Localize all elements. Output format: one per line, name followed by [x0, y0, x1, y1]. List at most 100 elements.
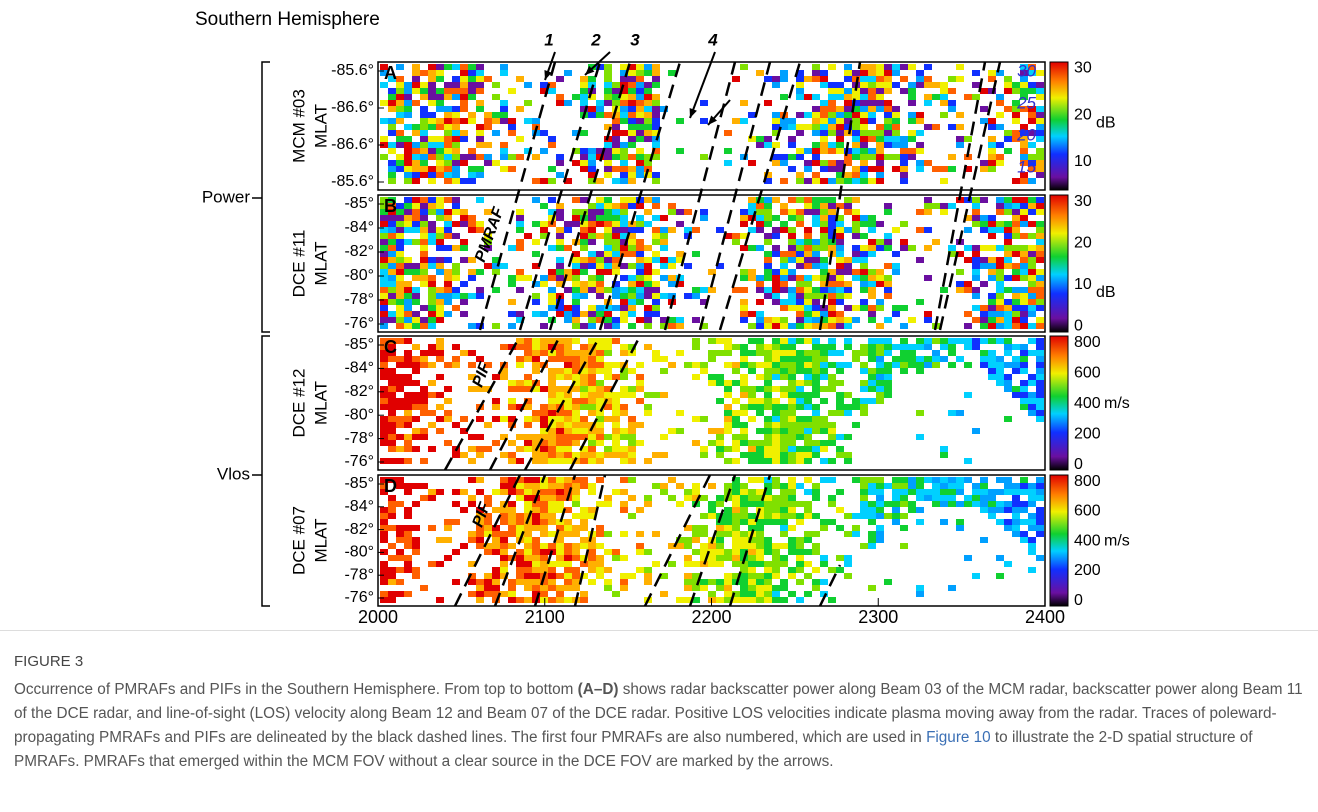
radar-pixel: [1004, 386, 1012, 392]
radar-pixel: [548, 416, 556, 422]
radar-pixel: [932, 483, 940, 489]
radar-pixel: [1036, 350, 1044, 356]
radar-pixel: [636, 543, 644, 549]
radar-pixel: [1036, 356, 1044, 362]
radar-pixel: [644, 88, 652, 94]
radar-pixel: [940, 94, 948, 100]
radar-pixel: [988, 166, 996, 172]
radar-pixel: [628, 422, 636, 428]
radar-pixel: [532, 477, 540, 483]
figure-link[interactable]: Figure 10: [926, 729, 991, 746]
radar-pixel: [812, 148, 820, 154]
radar-pixel: [548, 440, 556, 446]
radar-pixel: [588, 323, 596, 329]
radar-pixel: [612, 549, 620, 555]
radar-pixel: [1004, 338, 1012, 344]
radar-pixel: [588, 305, 596, 311]
radar-pixel: [1012, 263, 1020, 269]
radar-pixel: [420, 428, 428, 434]
radar-image: [380, 338, 1044, 464]
radar-pixel: [788, 374, 796, 380]
radar-pixel: [772, 458, 780, 464]
radar-pixel: [628, 344, 636, 350]
radar-pixel: [796, 299, 804, 305]
radar-pixel: [412, 197, 420, 203]
radar-pixel: [860, 82, 868, 88]
radar-pixel: [812, 410, 820, 416]
radar-pixel: [812, 263, 820, 269]
radar-pixel: [1020, 64, 1028, 70]
radar-pixel: [636, 440, 644, 446]
radar-pixel: [532, 452, 540, 458]
radar-pixel: [388, 567, 396, 573]
radar-pixel: [716, 579, 724, 585]
radar-pixel: [452, 106, 460, 112]
radar-pixel: [620, 452, 628, 458]
radar-pixel: [588, 507, 596, 513]
radar-pixel: [620, 130, 628, 136]
radar-pixel: [796, 148, 804, 154]
radar-pixel: [652, 124, 660, 130]
radar-pixel: [596, 293, 604, 299]
radar-pixel: [564, 579, 572, 585]
radar-pixel: [732, 398, 740, 404]
radar-pixel: [404, 94, 412, 100]
trace-line: [643, 474, 712, 607]
radar-pixel: [812, 392, 820, 398]
radar-pixel: [964, 166, 972, 172]
radar-pixel: [772, 543, 780, 549]
radar-pixel: [684, 362, 692, 368]
radar-pixel: [916, 356, 924, 362]
radar-pixel: [1020, 398, 1028, 404]
radar-pixel: [812, 386, 820, 392]
radar-pixel: [388, 513, 396, 519]
radar-pixel: [988, 489, 996, 495]
radar-pixel: [612, 392, 620, 398]
radar-pixel: [820, 281, 828, 287]
radar-pixel: [780, 585, 788, 591]
radar-pixel: [428, 422, 436, 428]
radar-pixel: [748, 446, 756, 452]
radar-pixel: [596, 350, 604, 356]
radar-pixel: [764, 197, 772, 203]
radar-pixel: [812, 350, 820, 356]
radar-pixel: [628, 275, 636, 281]
radar-pixel: [908, 148, 916, 154]
radar-pixel: [892, 70, 900, 76]
radar-pixel: [836, 142, 844, 148]
trace-line: [488, 335, 562, 471]
radar-pixel: [796, 404, 804, 410]
radar-pixel: [628, 106, 636, 112]
radar-pixel: [516, 76, 524, 82]
radar-pixel: [820, 350, 828, 356]
radar-pixel: [748, 519, 756, 525]
radar-pixel: [876, 362, 884, 368]
colorbar-tick-label: 20: [1074, 235, 1092, 252]
radar-pixel: [836, 112, 844, 118]
radar-pixel: [700, 549, 708, 555]
radar-pixel: [444, 287, 452, 293]
radar-pixel: [652, 130, 660, 136]
colorbar: [1049, 61, 1069, 191]
radar-pixel: [948, 344, 956, 350]
radar-pixel: [740, 392, 748, 398]
radar-pixel: [756, 209, 764, 215]
radar-pixel: [1028, 64, 1036, 70]
radar-pixel: [956, 136, 964, 142]
radar-pixel: [948, 501, 956, 507]
radar-pixel: [1028, 209, 1036, 215]
radar-pixel: [636, 221, 644, 227]
radar-pixel: [732, 477, 740, 483]
radar-pixel: [1028, 221, 1036, 227]
radar-pixel: [420, 94, 428, 100]
radar-pixel: [732, 519, 740, 525]
radar-pixel: [428, 88, 436, 94]
radar-pixel: [572, 501, 580, 507]
panel-letter: D: [384, 476, 397, 496]
radar-pixel: [956, 410, 964, 416]
radar-pixel: [444, 519, 452, 525]
radar-pixel: [492, 160, 500, 166]
radar-pixel: [588, 434, 596, 440]
radar-pixel: [820, 416, 828, 422]
radar-pixel: [804, 305, 812, 311]
